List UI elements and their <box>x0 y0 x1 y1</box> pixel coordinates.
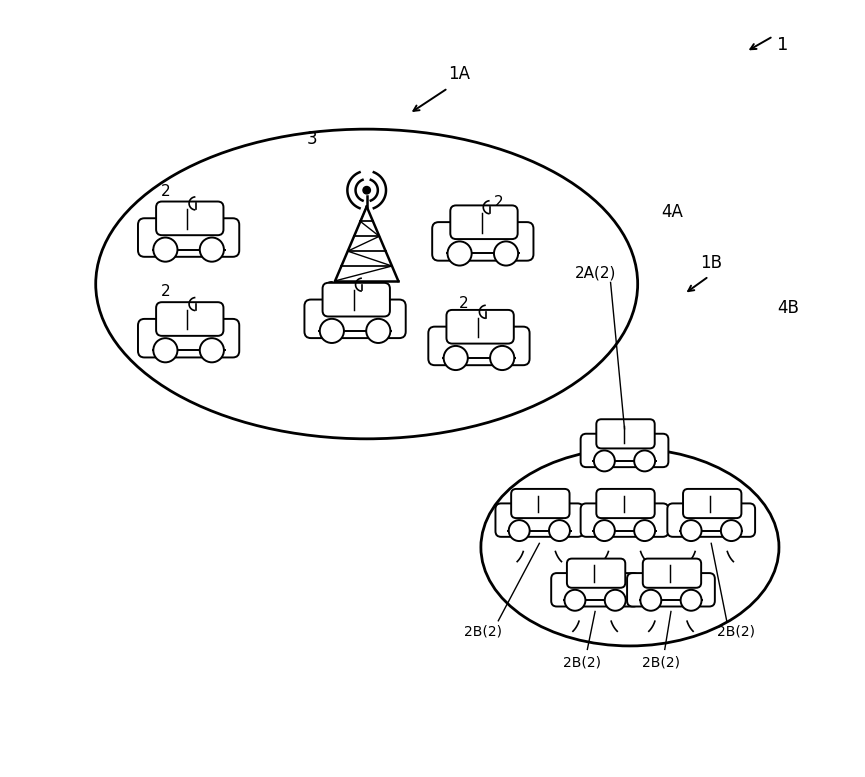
Circle shape <box>200 238 224 262</box>
Circle shape <box>444 346 468 370</box>
FancyBboxPatch shape <box>323 283 390 316</box>
FancyBboxPatch shape <box>567 559 625 587</box>
Text: 2: 2 <box>458 296 468 311</box>
Polygon shape <box>573 579 621 583</box>
FancyBboxPatch shape <box>596 420 655 448</box>
Circle shape <box>366 319 390 343</box>
Circle shape <box>490 346 515 370</box>
FancyBboxPatch shape <box>511 489 569 518</box>
FancyBboxPatch shape <box>138 218 240 257</box>
FancyBboxPatch shape <box>683 489 741 518</box>
FancyBboxPatch shape <box>156 302 223 336</box>
FancyBboxPatch shape <box>596 489 655 518</box>
Circle shape <box>200 338 224 362</box>
FancyBboxPatch shape <box>138 319 240 357</box>
Circle shape <box>153 338 177 362</box>
Circle shape <box>634 451 655 472</box>
Circle shape <box>153 238 177 262</box>
FancyBboxPatch shape <box>627 573 714 607</box>
Circle shape <box>681 590 702 611</box>
Circle shape <box>565 590 586 611</box>
Text: 2A(2): 2A(2) <box>574 265 616 280</box>
Polygon shape <box>689 509 737 513</box>
FancyBboxPatch shape <box>428 326 529 365</box>
FancyBboxPatch shape <box>643 559 702 587</box>
Polygon shape <box>163 326 219 330</box>
Text: 1B: 1B <box>701 254 722 273</box>
Circle shape <box>681 520 702 541</box>
Circle shape <box>549 520 570 541</box>
Polygon shape <box>458 228 513 233</box>
Circle shape <box>320 319 344 343</box>
Text: 2B(2): 2B(2) <box>642 656 680 670</box>
Text: 2: 2 <box>327 280 336 295</box>
Polygon shape <box>453 333 509 338</box>
Text: 2: 2 <box>494 196 503 211</box>
Text: 2: 2 <box>161 284 170 299</box>
Text: 2B(2): 2B(2) <box>717 625 755 639</box>
Circle shape <box>363 186 370 194</box>
Text: 4A: 4A <box>661 203 682 221</box>
Polygon shape <box>602 439 650 444</box>
FancyBboxPatch shape <box>580 503 669 537</box>
Polygon shape <box>649 579 697 583</box>
FancyBboxPatch shape <box>446 310 514 343</box>
Text: 2B(2): 2B(2) <box>464 625 502 639</box>
Text: 1A: 1A <box>449 64 471 82</box>
Circle shape <box>594 451 615 472</box>
FancyBboxPatch shape <box>496 503 583 537</box>
Polygon shape <box>602 509 650 513</box>
Circle shape <box>605 590 625 611</box>
FancyBboxPatch shape <box>667 503 755 537</box>
Circle shape <box>634 520 655 541</box>
Polygon shape <box>517 509 566 513</box>
Text: 4B: 4B <box>777 299 799 318</box>
Text: 1: 1 <box>777 37 788 54</box>
FancyBboxPatch shape <box>432 222 534 260</box>
Text: 2: 2 <box>161 184 170 199</box>
Circle shape <box>721 520 742 541</box>
FancyBboxPatch shape <box>551 573 639 607</box>
Circle shape <box>509 520 529 541</box>
Circle shape <box>640 590 662 611</box>
FancyBboxPatch shape <box>580 434 669 467</box>
Circle shape <box>447 242 471 266</box>
Text: 3: 3 <box>307 131 317 148</box>
Polygon shape <box>163 225 219 229</box>
Circle shape <box>494 242 518 266</box>
Text: 2B(2): 2B(2) <box>563 656 601 670</box>
FancyBboxPatch shape <box>156 201 223 235</box>
Ellipse shape <box>96 129 638 439</box>
Circle shape <box>594 520 615 541</box>
FancyBboxPatch shape <box>304 300 406 338</box>
Polygon shape <box>330 306 385 311</box>
FancyBboxPatch shape <box>451 205 517 239</box>
Ellipse shape <box>481 448 779 646</box>
